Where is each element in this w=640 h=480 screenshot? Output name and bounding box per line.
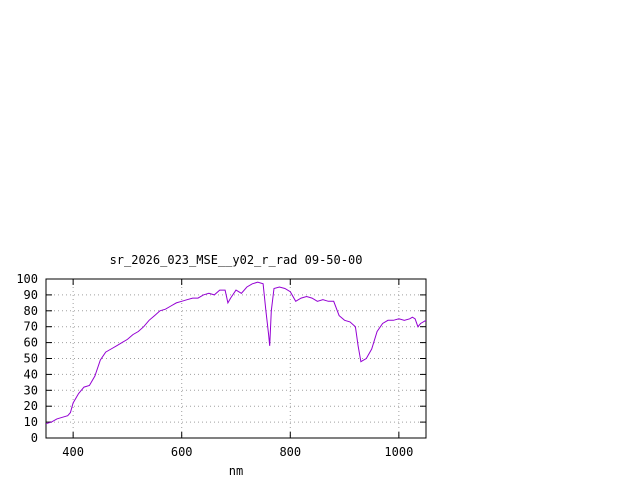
y-tick-label: 90 [24, 288, 38, 302]
x-tick-label: 800 [279, 445, 301, 459]
x-tick-label: 1000 [384, 445, 413, 459]
y-tick-label: 30 [24, 383, 38, 397]
x-axis-label: nm [229, 464, 243, 478]
axis-ticks [46, 278, 426, 439]
y-tick-label: 60 [24, 336, 38, 350]
y-tick-label: 10 [24, 415, 38, 429]
y-tick-label: 0 [31, 431, 38, 445]
y-tick-label: 100 [16, 272, 38, 286]
x-tick-label: 600 [171, 445, 193, 459]
y-tick-label: 80 [24, 304, 38, 318]
y-tick-label: 70 [24, 320, 38, 334]
x-tick-label: 400 [62, 445, 84, 459]
series-layer [45, 281, 427, 425]
grid-lines [46, 279, 426, 438]
y-tick-label: 20 [24, 399, 38, 413]
y-tick-label: 50 [24, 352, 38, 366]
y-tick-label: 40 [24, 367, 38, 381]
series-line [45, 281, 427, 425]
chart-title: sr_2026_023_MSE__y02_r_rad 09-50-00 [110, 253, 363, 267]
